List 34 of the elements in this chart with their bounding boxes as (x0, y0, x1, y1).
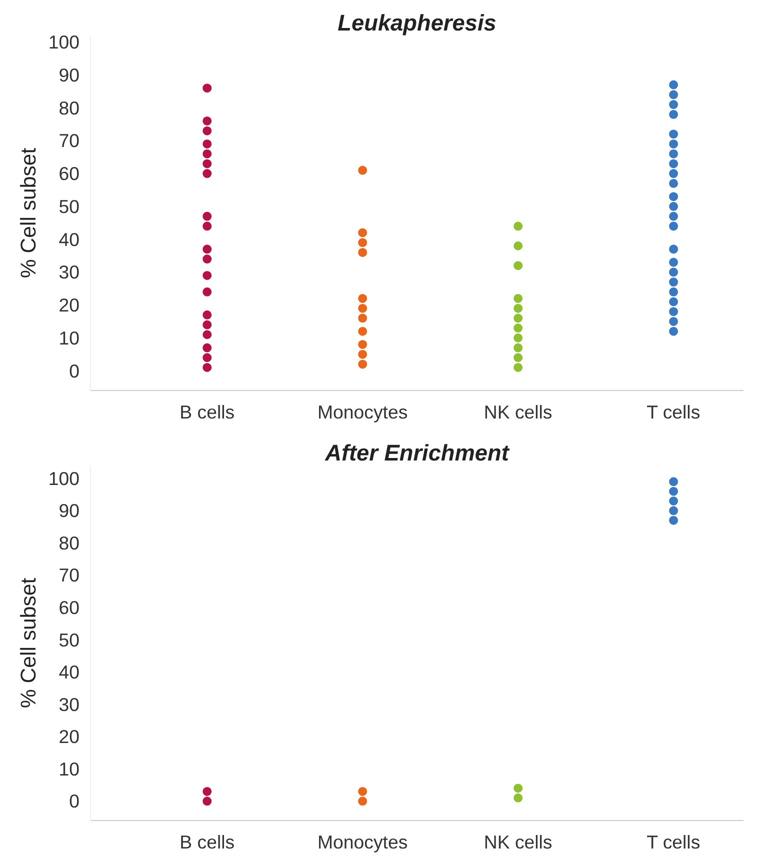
y-axis-title: % Cell subset (16, 148, 40, 278)
x-tick-label: T cells (646, 832, 700, 852)
y-tick-label: 40 (58, 662, 80, 683)
y-tick-label: 100 (48, 32, 80, 53)
y-tick-label: 100 (48, 468, 80, 489)
chart-title: Leukapheresis (338, 10, 496, 36)
y-tick-label: 30 (58, 262, 80, 283)
y-tick-label: 20 (58, 294, 80, 316)
y-tick-label: 80 (58, 97, 80, 118)
y-tick-label: 90 (58, 500, 80, 522)
y-tick-label: 10 (58, 327, 80, 348)
x-tick-label: NK cells (484, 402, 552, 422)
x-tick-label: Monocytes (317, 402, 408, 422)
x-tick-label: B cells (180, 402, 235, 422)
y-tick-label: 50 (58, 196, 80, 217)
y-tick-label: 40 (58, 228, 80, 250)
y-tick-label: 50 (58, 629, 80, 650)
y-tick-label: 0 (69, 360, 80, 382)
chart-title: After Enrichment (324, 440, 510, 466)
x-tick-label: Monocytes (317, 832, 408, 852)
y-tick-label: 60 (58, 597, 80, 618)
x-tick-label: NK cells (484, 832, 552, 852)
y-tick-label: 80 (58, 532, 80, 554)
y-tick-label: 70 (58, 130, 80, 152)
y-tick-label: 60 (58, 163, 80, 184)
y-tick-label: 30 (58, 694, 80, 715)
y-tick-label: 10 (58, 758, 80, 780)
y-tick-label: 20 (58, 726, 80, 748)
y-tick-label: 70 (58, 564, 80, 586)
x-tick-label: T cells (646, 402, 700, 422)
y-tick-label: 0 (69, 790, 80, 812)
y-tick-label: 90 (58, 64, 80, 86)
y-axis-title: % Cell subset (16, 578, 40, 708)
x-tick-label: B cells (180, 832, 235, 852)
